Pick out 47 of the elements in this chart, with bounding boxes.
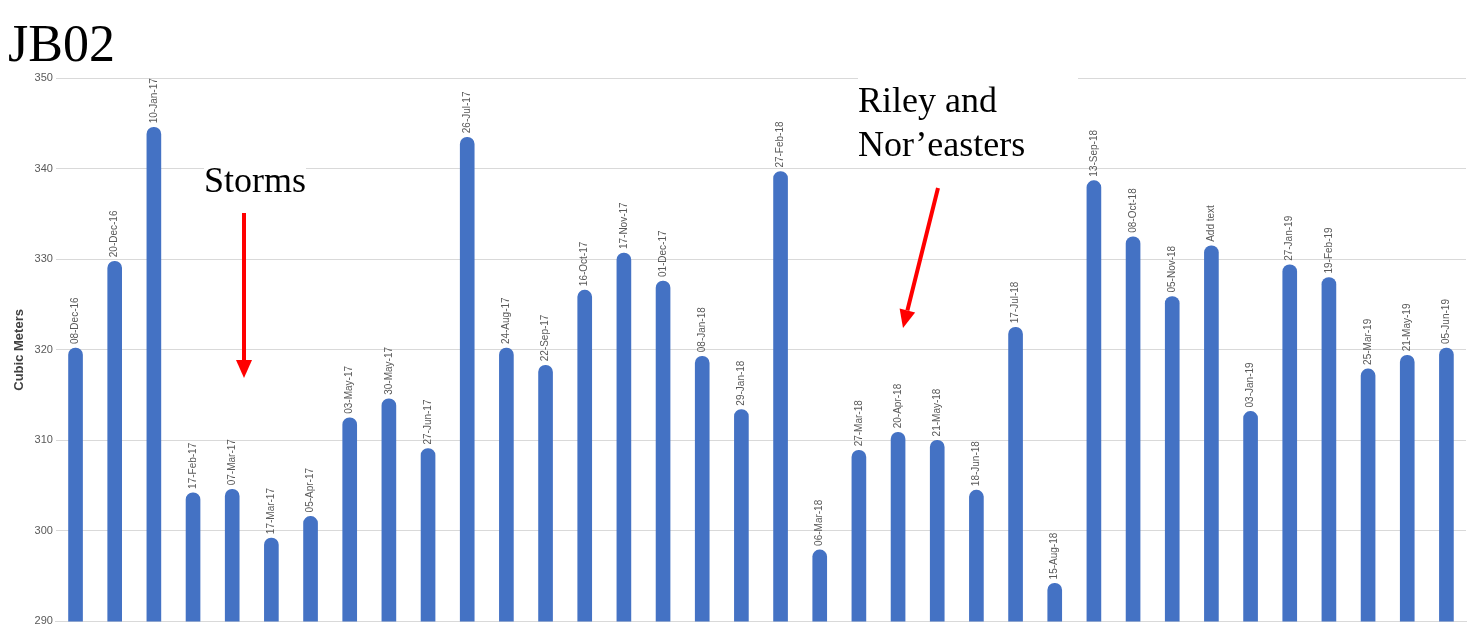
data-label: 10-Jan-17 — [147, 77, 159, 124]
data-label: 03-Jan-19 — [1244, 361, 1256, 408]
y-tick-label: 300 — [34, 523, 53, 536]
data-label: 17-Mar-17 — [265, 487, 277, 535]
data-label: 17-Jul-18 — [1009, 281, 1021, 324]
y-axis-title: Cubic Meters — [11, 309, 27, 391]
data-label: 13-Sep-18 — [1087, 129, 1099, 177]
data-label: 20-Dec-16 — [108, 210, 120, 258]
data-label: 17-Feb-17 — [186, 442, 198, 489]
data-label: 05-Jun-19 — [1440, 298, 1452, 345]
annotation: Storms — [204, 158, 307, 202]
data-label: 27-Jan-19 — [1283, 215, 1295, 261]
data-label: 07-Mar-17 — [225, 438, 237, 486]
data-label: 03-May-17 — [343, 365, 355, 414]
data-label: 18-Jun-18 — [970, 440, 982, 487]
annotation: Riley and Nor’easters — [858, 78, 1078, 166]
data-label: 05-Apr-17 — [304, 467, 316, 513]
data-label: Add text — [1205, 204, 1217, 242]
data-label: 27-Mar-18 — [852, 399, 864, 447]
data-label: 22-Sep-17 — [539, 314, 551, 362]
data-label: 17-Nov-17 — [617, 201, 629, 250]
data-label: 30-May-17 — [382, 346, 394, 395]
data-label: 24-Aug-17 — [500, 296, 512, 345]
y-tick-label: 350 — [34, 71, 53, 84]
data-label: 08-Oct-18 — [1126, 187, 1138, 233]
data-label: 26-Jul-17 — [460, 91, 472, 134]
y-tick-label: 310 — [34, 433, 53, 446]
data-label: 29-Jan-18 — [735, 360, 747, 406]
data-label: 15-Aug-18 — [1048, 532, 1060, 580]
data-label: 08-Jan-18 — [695, 306, 707, 353]
y-tick-label: 320 — [34, 342, 53, 355]
data-label: 01-Dec-17 — [656, 229, 668, 278]
y-tick-label: 340 — [34, 161, 53, 174]
data-label: 16-Oct-17 — [578, 241, 590, 287]
data-label: 20-Apr-18 — [891, 383, 903, 429]
data-label: 27-Feb-18 — [774, 121, 786, 168]
data-label: 25-Mar-19 — [1361, 318, 1373, 365]
y-tick-label: 290 — [34, 614, 53, 627]
data-label: 27-Jun-17 — [421, 399, 433, 445]
data-label: 21-May-18 — [930, 388, 942, 437]
data-label: 19-Feb-19 — [1322, 226, 1334, 274]
data-label: 06-Mar-18 — [813, 499, 825, 546]
y-tick-label: 330 — [34, 252, 53, 265]
data-label: 05-Nov-18 — [1165, 245, 1177, 293]
chart-title: JB02 — [8, 14, 115, 72]
data-label: 21-May-19 — [1401, 303, 1412, 352]
data-label: 08-Dec-16 — [69, 296, 81, 345]
